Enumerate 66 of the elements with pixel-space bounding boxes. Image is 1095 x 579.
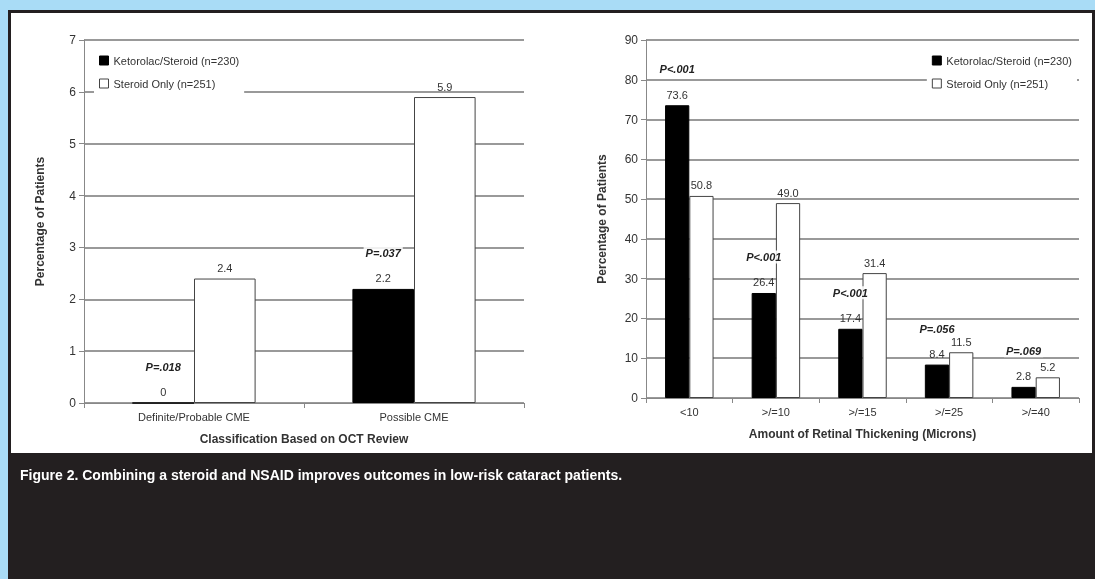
bar (689, 195, 714, 398)
bar (1035, 377, 1060, 398)
bar (751, 292, 776, 398)
data-label: 5.9 (437, 80, 453, 93)
data-label: 5.2 (1040, 360, 1056, 373)
bar (838, 328, 863, 398)
annotation: P=.069 (1005, 344, 1043, 357)
y-tick-label: 4 (69, 188, 77, 203)
data-label: 8.4 (929, 348, 945, 361)
x-tick-label: Possible CME (379, 410, 449, 423)
y-tick-label: 50 (624, 192, 639, 207)
data-label: 0 (160, 386, 167, 398)
bar (352, 288, 414, 403)
y-tick-label: 90 (624, 33, 639, 47)
bar (924, 364, 950, 398)
legend-label: Ketorolac/Steroid (n=230) (946, 54, 1073, 67)
data-label: 26.4 (753, 276, 775, 289)
x-tick-label: >/=40 (1021, 405, 1050, 418)
y-tick-label: 10 (624, 351, 639, 366)
y-tick-label: 5 (69, 136, 77, 151)
data-label: 50.8 (690, 179, 713, 192)
y-tick-label: 30 (624, 271, 639, 286)
y-tick-label: 1 (69, 344, 77, 359)
annotation: P<.001 (659, 63, 695, 76)
caption: Figure 2. Combining a steroid and NSAID improves outcomes in low-risk cataract patients. (20, 467, 623, 483)
x-tick-label: <10 (679, 405, 699, 418)
annotation: P<.001 (746, 250, 782, 263)
annotation: P=.056 (919, 322, 956, 335)
legend-label: Ketorolac/Steroid (n=230) (113, 54, 240, 67)
bar (1011, 386, 1036, 398)
data-label: 2.8 (1015, 370, 1032, 383)
data-label: 31.4 (863, 256, 886, 269)
bar (665, 105, 690, 398)
data-label: 73.6 (666, 88, 688, 101)
y-tick-label: 70 (624, 112, 639, 127)
y-tick-label: 6 (69, 84, 77, 99)
bar (949, 352, 974, 398)
y-tick-label: 60 (624, 152, 639, 167)
y-tick-label: 40 (624, 231, 639, 246)
y-tick-label: 7 (69, 33, 77, 47)
annotation: P=.037 (365, 246, 402, 259)
x-axis-title: Amount of Retinal Thickening (Microns) (748, 427, 977, 441)
x-tick-label: >/=15 (848, 405, 877, 418)
x-axis-title: Classification Based on OCT Review (199, 432, 410, 446)
data-label: 2.2 (375, 272, 391, 285)
y-axis-title: Percentage of Patients (33, 156, 47, 287)
annotation: P=.018 (145, 361, 182, 373)
y-axis-title: Percentage of Patients (595, 153, 609, 284)
y-tick-label: 0 (69, 396, 77, 410)
data-label: 11.5 (950, 335, 972, 348)
legend-label: Steroid Only (n=251) (946, 77, 1049, 90)
y-tick-label: 2 (69, 292, 77, 307)
bar (194, 278, 256, 403)
annotation: P<.001 (832, 286, 868, 299)
y-tick-label: 0 (631, 391, 639, 405)
y-tick-label: 80 (624, 72, 639, 87)
x-tick-label: >/=25 (935, 405, 964, 418)
x-tick-label: Definite/Probable CME (138, 410, 250, 423)
y-tick-label: 20 (624, 311, 639, 326)
data-label: 17.4 (839, 312, 862, 325)
bar (414, 97, 476, 403)
data-label: 49.0 (777, 186, 799, 199)
data-label: 2.4 (217, 262, 233, 275)
legend-label: Steroid Only (n=251) (113, 77, 216, 90)
x-tick-label: >/=10 (761, 405, 790, 418)
y-tick-label: 3 (69, 240, 77, 255)
